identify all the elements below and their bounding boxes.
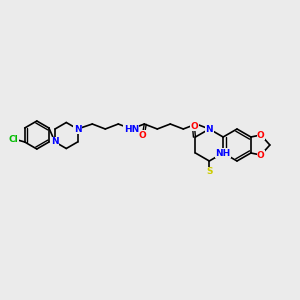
Text: N: N (51, 137, 59, 146)
Text: N: N (206, 124, 213, 134)
Text: HN: HN (124, 124, 139, 134)
Text: S: S (206, 167, 212, 176)
Text: N: N (74, 124, 81, 134)
Text: O: O (257, 151, 265, 160)
Text: O: O (138, 130, 146, 140)
Text: O: O (190, 122, 198, 130)
Text: O: O (257, 130, 265, 140)
Text: NH: NH (215, 148, 231, 158)
Text: Cl: Cl (9, 136, 19, 145)
